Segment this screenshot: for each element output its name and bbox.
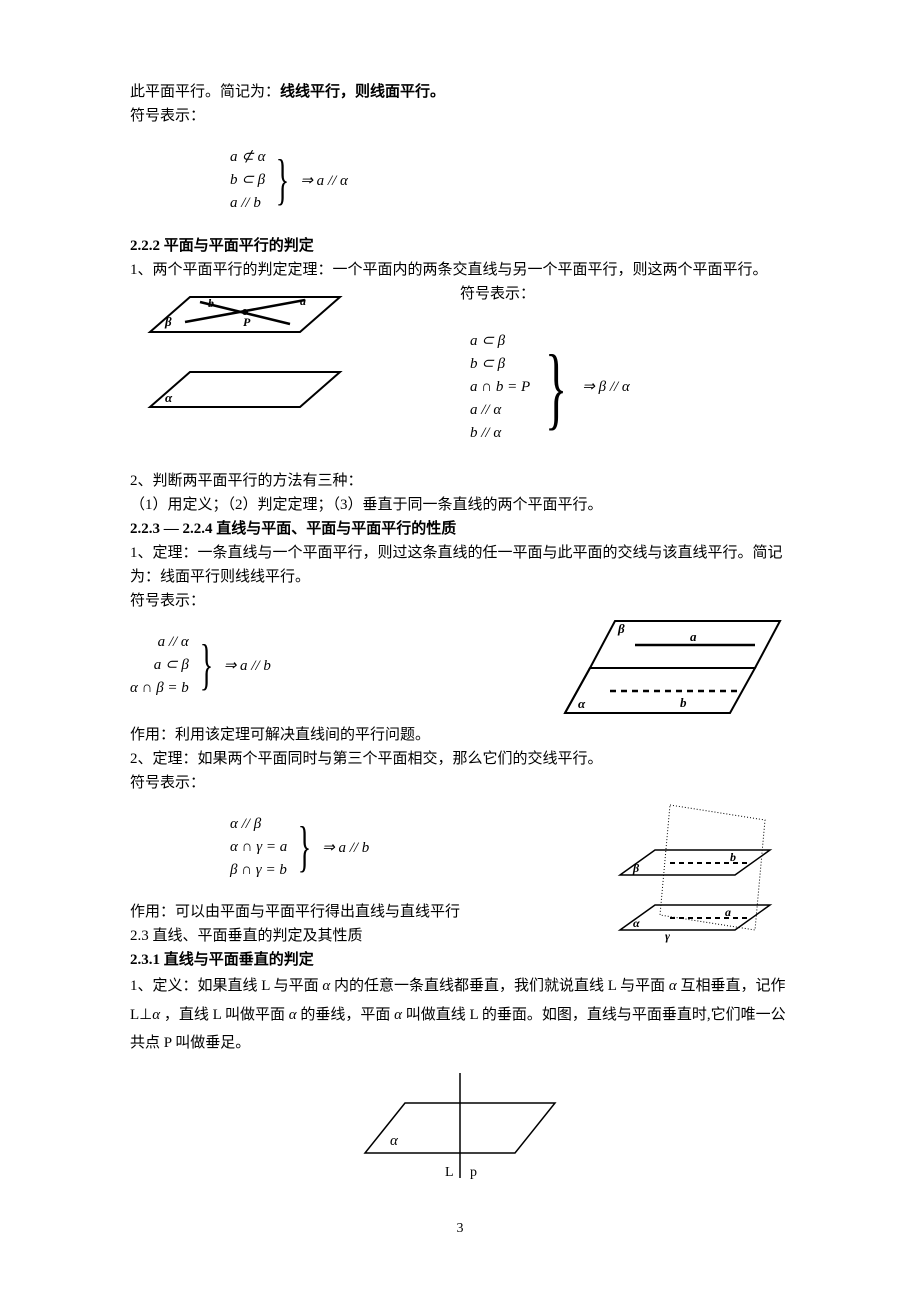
row-fig-formula-3: α // β α ∩ γ = a β ∩ γ = b } ⇒ a // b 作用… xyxy=(130,795,790,949)
formula-3: a // α a ⊂ β α ∩ β = b } ⇒ a // b xyxy=(130,621,540,711)
para-13: 2.3 直线、平面垂直的判定及其性质 xyxy=(130,924,590,948)
t: 的垂线，平面 xyxy=(297,1007,395,1023)
f2-l2: b ⊂ β xyxy=(470,354,530,375)
text-bold: 线线平行，则线面平行。 xyxy=(280,84,445,100)
svg-text:α: α xyxy=(578,696,586,711)
para-7: 1、定理：一条直线与一个平面平行，则过这条直线的任一平面与此平面的交线与该直线平… xyxy=(130,541,790,589)
svg-text:a: a xyxy=(690,629,697,644)
f2-l3: a ∩ b = P xyxy=(470,377,530,398)
svg-text:α: α xyxy=(165,390,173,405)
f1-l3: a // b xyxy=(230,193,265,214)
brace-icon: } xyxy=(200,621,213,711)
svg-text:b: b xyxy=(208,296,214,310)
page-number: 3 xyxy=(130,1218,790,1240)
svg-text:a: a xyxy=(725,905,731,919)
heading-222: 2.2.2 平面与平面平行的判定 xyxy=(130,234,790,258)
f2-l4: a // α xyxy=(470,400,530,421)
figure-two-planes: β b a P α xyxy=(130,282,350,422)
t: 内的任意一条直线都垂直，我们就说直线 L 与平面 xyxy=(330,978,669,994)
f1-l2: b ⊂ β xyxy=(230,170,265,191)
para-11: 符号表示： xyxy=(130,771,790,795)
heading-231: 2.3.1 直线与平面垂直的判定 xyxy=(130,948,790,972)
para-14: 1、定义：如果直线 L 与平面 α 内的任意一条直线都垂直，我们就说直线 L 与… xyxy=(130,972,790,1058)
f4-l2: α ∩ γ = a xyxy=(230,837,287,858)
f2-l1: a ⊂ β xyxy=(470,331,530,352)
para-9: 作用：利用该定理可解决直线间的平行问题。 xyxy=(130,723,790,747)
formula-2: a ⊂ β b ⊂ β a ∩ b = P a // α b // α } ⇒ … xyxy=(470,314,790,461)
heading-223: 2.2.3 — 2.2.4 直线与平面、平面与平面平行的性质 xyxy=(130,517,790,541)
formula-1: a ⊄ α b ⊂ β a // b } ⇒ a // α xyxy=(230,136,790,226)
f2-l5: b // α xyxy=(470,423,530,444)
svg-text:β: β xyxy=(632,861,640,875)
f4-l3: β ∩ γ = b xyxy=(230,860,287,881)
alpha: α xyxy=(394,1007,402,1023)
svg-text:γ: γ xyxy=(665,929,670,943)
para-2: 符号表示： xyxy=(130,104,790,128)
alpha: α xyxy=(669,978,677,994)
figure-perpendicular: α L p xyxy=(130,1068,790,1188)
brace-icon: } xyxy=(545,314,567,461)
figure-three-planes: β b α a γ xyxy=(610,795,790,945)
para-12: 作用：可以由平面与平面平行得出直线与直线平行 xyxy=(130,900,590,924)
brace-icon: } xyxy=(298,803,311,893)
svg-text:β: β xyxy=(164,314,172,329)
para-5: 2、判断两平面平行的方法有三种： xyxy=(130,469,790,493)
f3-r: ⇒ a // b xyxy=(224,654,271,678)
row-fig-formula-2: a // α a ⊂ β α ∩ β = b } ⇒ a // b β a α … xyxy=(130,613,790,723)
svg-text:p: p xyxy=(470,1165,477,1180)
svg-text:P: P xyxy=(243,315,251,329)
brace-icon: } xyxy=(276,136,289,226)
alpha: α xyxy=(289,1007,297,1023)
svg-text:α: α xyxy=(633,916,640,930)
para-8: 符号表示： xyxy=(130,589,790,613)
alpha: α xyxy=(152,1007,160,1023)
para-10: 2、定理：如果两个平面同时与第三个平面相交，那么它们的交线平行。 xyxy=(130,747,790,771)
formula-4: α // β α ∩ γ = a β ∩ γ = b } ⇒ a // b xyxy=(230,803,590,893)
svg-text:b: b xyxy=(730,850,736,864)
f3-l1: a // α xyxy=(130,632,189,653)
figure-line-plane: β a α b xyxy=(560,613,790,723)
f3-l3: α ∩ β = b xyxy=(130,678,189,699)
svg-text:L: L xyxy=(445,1165,454,1180)
f2-r: ⇒ β // α xyxy=(582,375,630,399)
f4-r: ⇒ a // b xyxy=(322,836,369,860)
text: 此平面平行。简记为： xyxy=(130,84,280,100)
f3-l2: a ⊂ β xyxy=(130,655,189,676)
para-6: （1）用定义；（2）判定定理；（3）垂直于同一条直线的两个平面平行。 xyxy=(130,493,790,517)
t: 1、定义：如果直线 L 与平面 xyxy=(130,978,322,994)
para-1: 此平面平行。简记为：线线平行，则线面平行。 xyxy=(130,80,790,104)
svg-text:α: α xyxy=(390,1133,399,1149)
para-4: 符号表示： xyxy=(460,282,790,306)
f1-l1: a ⊄ α xyxy=(230,147,265,168)
f4-l1: α // β xyxy=(230,814,287,835)
row-fig-formula-1: β b a P α 符号表示： a ⊂ β b ⊂ β a ∩ b = P a … xyxy=(130,282,790,469)
svg-text:β: β xyxy=(617,621,625,636)
svg-text:b: b xyxy=(680,695,687,710)
t: ，直线 L 叫做平面 xyxy=(160,1007,289,1023)
para-3: 1、两个平面平行的判定定理：一个平面内的两条交直线与另一个平面平行，则这两个平面… xyxy=(130,258,790,282)
svg-text:a: a xyxy=(300,294,306,308)
f1-r: ⇒ a // α xyxy=(300,169,348,193)
